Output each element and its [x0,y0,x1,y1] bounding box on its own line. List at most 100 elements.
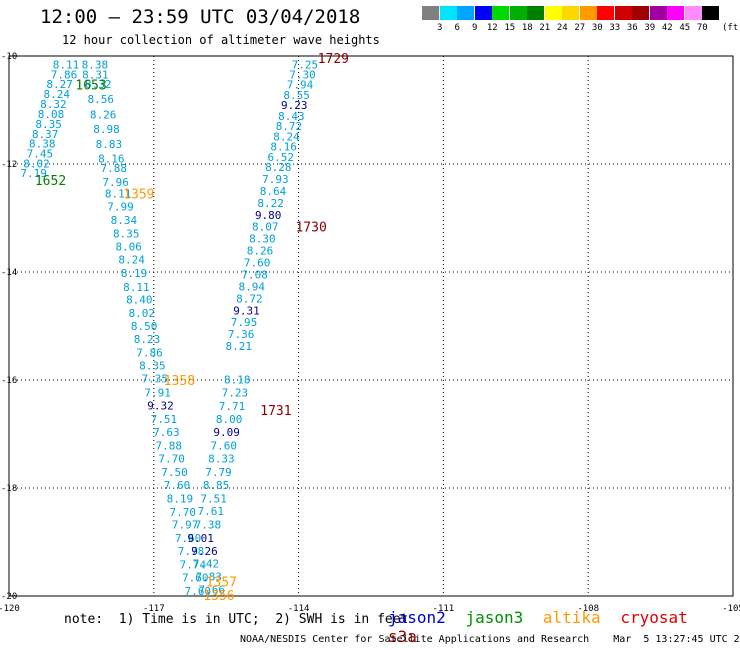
wave-height-value: 7.70 [158,452,185,465]
legend-s3a: s3a [388,627,417,646]
wave-height-value: 8.33 [208,452,235,465]
wave-height-value: 8.11 [53,59,80,72]
wave-height-value: 7.96 [102,176,129,189]
wave-height-value: 8.08 [38,108,65,121]
wave-height-value: 9.09 [213,426,240,439]
wave-height-value: 8.50 [131,320,158,333]
wave-height-value: 8.35 [35,118,62,131]
color-swatch [632,6,649,20]
wave-height-value: 7.35 [142,372,169,385]
color-swatch [649,6,667,20]
color-swatch [702,6,719,20]
wave-height-value: 7.60 [211,439,238,452]
pass-time-label: 1356 [203,589,234,604]
credit-line: NOAA/NESDIS Center for Satellite Applica… [240,634,740,645]
y-tick-label: -16 [1,376,17,386]
x-tick-label: -114 [288,604,310,614]
x-tick-label: -120 [0,604,20,614]
legend-altika: altika [542,608,601,627]
wave-height-value: 9.26 [191,545,218,558]
wave-height-value: 7.51 [200,492,227,505]
wave-height-value: 7.99 [107,201,134,214]
wave-height-value: 7.30 [289,68,316,81]
wave-height-value: 7.93 [262,173,289,186]
legend-jason3: jason3 [465,608,524,627]
wave-height-value: 7.71 [219,400,246,413]
wave-height-value: 8.32 [85,78,112,91]
plot-frame [8,55,734,597]
color-scale-label: 6 [454,23,460,33]
wave-height-value: 7.50 [161,466,188,479]
color-swatch [544,6,562,20]
wave-height-value: 9.32 [147,399,174,412]
color-swatch [439,6,457,20]
wave-height-value: 7.97 [172,519,199,532]
wave-height-value: 7.25 [292,59,319,72]
x-tick-label: -117 [143,604,165,614]
y-tick-label: -20 [1,592,17,602]
wave-height-value: 7.51 [151,413,178,426]
pass-time-label: 1731 [260,404,291,419]
pass-time-label: 1652 [35,174,66,189]
color-scale-label: 21 [539,23,551,33]
wave-height-value: 8.38 [29,137,56,150]
wave-height-value: 8.16 [98,153,125,166]
wave-height-value: 8.24 [118,254,145,267]
color-scale-label: 33 [609,23,621,33]
wave-height-value: 7.45 [27,148,54,161]
wave-height-value: 7.60 [184,585,211,598]
wave-height-value: 8.30 [249,233,276,246]
satellite-legend: jason2 jason3 altika cryosat s3a [388,608,740,646]
wave-height-value: 7.86 [51,68,78,81]
color-swatch [667,6,684,20]
color-scale-label: 45 [679,23,691,33]
wave-height-value: 8.02 [128,307,155,320]
wave-height-value: 8.28 [265,161,292,174]
color-swatch [457,6,474,20]
wave-height-value: 7.36 [228,328,255,341]
pass-time-label: 1358 [164,374,195,389]
wave-height-value: 7.78 [178,545,205,558]
wave-height-value: 6.52 [267,151,294,164]
chart-subtitle: 12 hour collection of altimeter wave hei… [62,33,380,47]
color-swatch [684,6,702,20]
wave-height-value: 7.60 [244,256,271,269]
wave-height-value: 8.85 [203,479,230,492]
color-scale-label: 39 [644,23,656,33]
color-swatch [562,6,579,20]
wave-height-value: 9.01 [187,532,214,545]
color-swatch [527,6,544,20]
wave-height-value: 7.38 [195,519,222,532]
color-scale-label: 3 [437,23,443,33]
pass-time-label: 1359 [123,188,154,203]
wave-height-value: 7.60 [164,479,191,492]
wave-height-value: 8.35 [113,228,140,241]
wave-height-value: 8.83 [96,138,123,151]
color-scale-label: 36 [626,23,638,33]
wave-height-value: 7.60 [175,532,202,545]
wave-height-value: 9.23 [281,99,308,112]
wave-height-value: 8.00 [216,413,243,426]
color-swatch [474,6,492,20]
color-scale-label: 12 [486,23,498,33]
wave-height-value: 8.21 [225,340,252,353]
wave-height-value: 8.37 [32,128,59,141]
wave-height-value: 8.07 [252,221,279,234]
wave-height-value: 8.27 [46,78,73,91]
wave-height-value: 7.83 [196,571,223,584]
wave-height-value: 8.24 [273,130,300,143]
wave-height-value: 8.35 [139,359,166,372]
wave-height-value: 7.79 [205,466,232,479]
y-tick-label: -12 [1,160,17,170]
x-tick-label: -108 [577,604,599,614]
wave-height-value: 8.38 [82,59,109,72]
wave-height-value: 7.42 [193,558,220,571]
color-scale-label: 42 [661,23,673,33]
wave-height-value: 8.40 [126,294,153,307]
color-scale-label: 30 [591,23,603,33]
color-scale-label: 27 [574,23,586,33]
y-tick-label: -14 [1,268,17,278]
color-scale-label: 9 [472,23,478,33]
wave-height-value: 8.26 [247,244,274,257]
color-scale-unit: (ft) [722,23,740,33]
